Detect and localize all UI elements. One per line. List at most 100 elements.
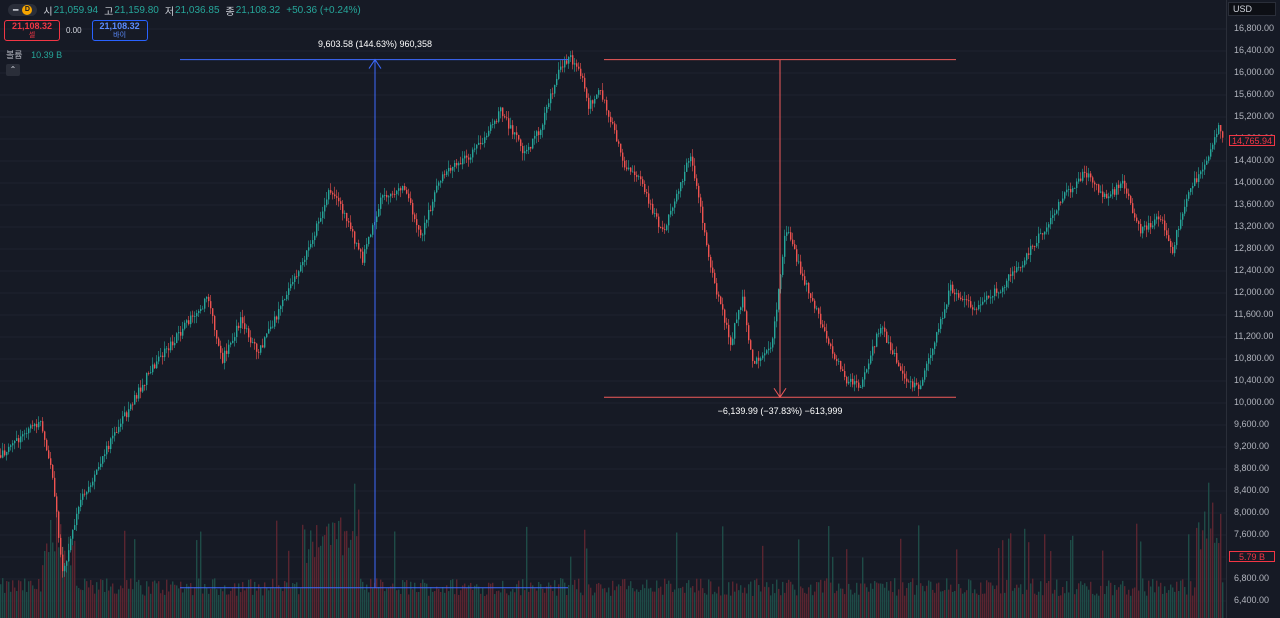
candle-body (40, 421, 42, 423)
candle-body (282, 299, 284, 307)
candle-body (732, 338, 734, 345)
candle-body (402, 185, 404, 191)
candle-body (834, 353, 836, 359)
candle-body (584, 77, 586, 89)
volume-bar (568, 585, 570, 618)
candle-body (778, 289, 780, 310)
timeframe-badge[interactable]: D (22, 5, 33, 15)
buy-button[interactable]: 21,108.32 바이 (91, 20, 148, 41)
candle-body (44, 431, 46, 440)
currency-selector[interactable]: USD (1228, 2, 1276, 16)
volume-bar (1218, 543, 1220, 618)
volume-bar (1090, 581, 1092, 618)
volume-bar (972, 593, 974, 618)
candle-body (290, 284, 292, 289)
candle-body (296, 276, 298, 278)
candle-body (350, 222, 352, 229)
volume-bar (512, 588, 514, 618)
volume-bar (402, 580, 404, 618)
candle-body (430, 209, 432, 211)
volume-bar (910, 582, 912, 618)
volume-bar (16, 590, 18, 618)
volume-bar (1042, 595, 1044, 618)
candle-body (270, 326, 272, 329)
volume-bar (538, 582, 540, 618)
volume-bar (36, 589, 38, 618)
volume-bar (674, 589, 676, 618)
price-chart[interactable] (0, 0, 1226, 618)
volume-bar (308, 549, 310, 618)
candle-body (198, 310, 200, 314)
candle-body (948, 290, 950, 305)
volume-bar (844, 594, 846, 618)
arrow-up-icon (368, 58, 382, 69)
timeframe-pill[interactable]: ━ D (8, 4, 38, 16)
candle-body (356, 243, 358, 244)
volume-bar (710, 581, 712, 618)
candle-body (390, 193, 392, 197)
volume-bar (412, 589, 414, 618)
volume-bar (120, 585, 122, 618)
candle-body (258, 351, 260, 353)
candle-body (588, 97, 590, 109)
candle-body (946, 304, 948, 310)
candle-body (748, 325, 750, 341)
candle-body (10, 445, 12, 447)
candle-body (1174, 245, 1176, 254)
candle-body (346, 212, 348, 222)
sell-button[interactable]: 21,108.32 셀 (4, 20, 60, 41)
price-axis[interactable] (1226, 0, 1280, 618)
candle-body (520, 139, 522, 147)
candle-body (1222, 131, 1224, 138)
candle-body (1120, 183, 1122, 188)
volume-bar (668, 580, 670, 618)
candle-body (984, 299, 986, 302)
volume-bar (616, 586, 618, 618)
volume-bar (744, 587, 746, 618)
candle-body (764, 353, 766, 356)
volume-bar (684, 592, 686, 618)
volume-bar (1052, 593, 1054, 618)
candle-body (922, 379, 924, 386)
volume-bar (28, 581, 30, 618)
volume-bar (236, 595, 238, 618)
candle-body (50, 458, 52, 465)
collapse-legend-button[interactable]: ⌃ (6, 64, 20, 76)
minimize-icon[interactable]: ━ (13, 4, 19, 15)
volume-bar (1098, 595, 1100, 618)
candle-body (292, 281, 294, 285)
price-tick-label: 16,800.00 (1234, 23, 1275, 33)
candle-body (696, 178, 698, 186)
volume-bar (888, 590, 890, 618)
candle-body (594, 98, 596, 104)
volume-bar (702, 588, 704, 618)
candle-body (1004, 287, 1006, 288)
candle-body (1162, 219, 1164, 221)
volume-bar (300, 588, 302, 618)
candle-body (20, 436, 22, 443)
candle-body (1216, 133, 1218, 138)
volume-bar (944, 590, 946, 618)
volume-bar (742, 592, 744, 618)
candle-body (1070, 189, 1072, 193)
volume-bar (160, 593, 162, 618)
volume-bar (334, 522, 336, 618)
candle-body (72, 529, 74, 539)
candle-body (530, 146, 532, 149)
candle-body (822, 324, 824, 328)
volume-bar (96, 582, 98, 618)
candle-body (1128, 193, 1130, 197)
candle-body (858, 382, 860, 388)
volume-bar (546, 586, 548, 618)
candle-body (528, 146, 530, 150)
volume-bar (50, 519, 52, 618)
measurement-tools[interactable] (180, 58, 956, 589)
candle-body (8, 446, 10, 452)
candle-body (406, 189, 408, 194)
candle-body (694, 165, 696, 179)
volume-label: 볼륨 (6, 50, 23, 60)
candle-body (1180, 219, 1182, 229)
candle-body (456, 162, 458, 166)
volume-bar (572, 584, 574, 618)
candle-body (366, 244, 368, 250)
